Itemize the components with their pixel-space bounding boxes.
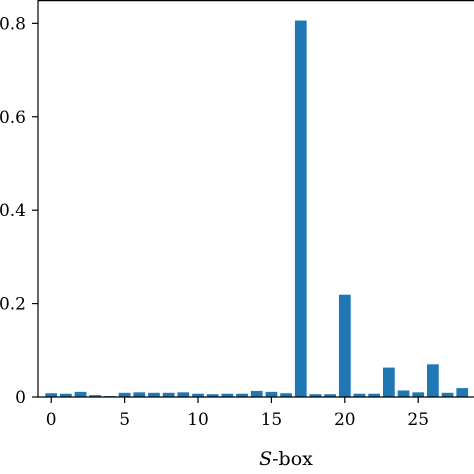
- bar-12: [221, 393, 234, 397]
- bar-11: [206, 394, 219, 397]
- bar-0: [45, 393, 58, 397]
- bar-22: [368, 393, 381, 397]
- bar-16: [280, 393, 292, 397]
- bar-28: [456, 388, 469, 397]
- bar-6: [133, 392, 146, 397]
- x-tick-label-15: 15: [261, 410, 283, 430]
- x-axis-label: S-box: [259, 448, 313, 470]
- bar-23: [382, 367, 395, 397]
- bar-7: [148, 392, 160, 397]
- x-tick-label-0: 0: [46, 410, 57, 430]
- bar-20: [338, 294, 351, 397]
- bar-3: [89, 395, 102, 397]
- y-tick-label-0.6: 0.6: [0, 108, 26, 128]
- x-tick-label-10: 10: [187, 410, 209, 430]
- bar-27: [441, 392, 454, 397]
- bar-26: [427, 364, 439, 397]
- x-tick-label-20: 20: [334, 410, 356, 430]
- y-tick-label-0: 0: [15, 388, 26, 408]
- bar-8: [162, 392, 175, 397]
- bar-2: [74, 391, 87, 397]
- bar-9: [177, 392, 190, 397]
- y-tick-label-0.4: 0.4: [0, 201, 26, 221]
- bar-18: [309, 394, 322, 397]
- bar-13: [236, 393, 248, 397]
- x-tick-label-25: 25: [407, 410, 429, 430]
- y-tick-label-0.8: 0.8: [0, 14, 26, 34]
- bar-25: [412, 392, 425, 397]
- y-tick-label-0.2: 0.2: [0, 295, 26, 315]
- x-axis-ticks: 0 5 10 15 20 25: [46, 397, 429, 430]
- bar-1: [60, 393, 72, 397]
- bar-5: [118, 392, 131, 397]
- bar-14: [250, 390, 263, 397]
- x-tick-label-5: 5: [119, 410, 130, 430]
- bar-24: [397, 390, 410, 397]
- bar-17: [294, 20, 307, 398]
- bars-group: [45, 20, 469, 398]
- bar-19: [324, 394, 336, 397]
- bar-15: [265, 391, 278, 397]
- bar-21: [353, 393, 366, 397]
- y-axis-ticks: 0 0.2 0.4 0.6 0.8: [0, 14, 38, 408]
- axes-frame: [37, 0, 474, 398]
- bar-10: [192, 393, 204, 397]
